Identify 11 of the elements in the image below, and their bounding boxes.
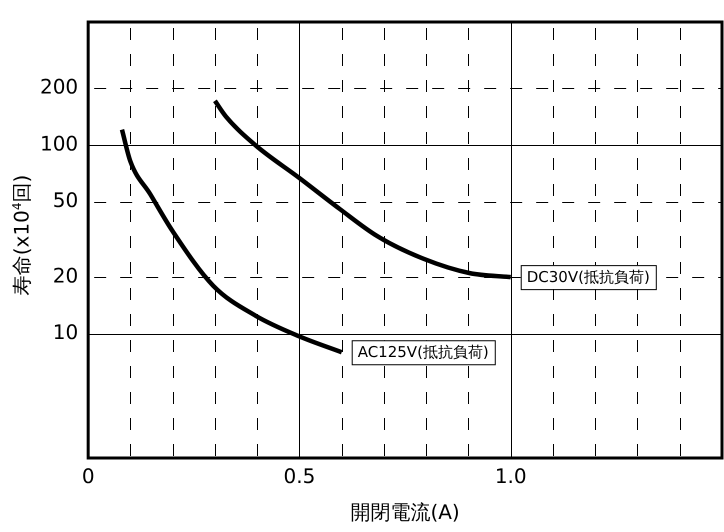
series-label: DC30V(抵抗負荷) [526, 268, 650, 286]
y-tick-label: 200 [40, 74, 78, 99]
y-tick-label: 10 [52, 320, 78, 344]
x-tick-label: 0.5 [284, 464, 316, 488]
series-label: AC125V(抵抗負荷) [358, 343, 489, 362]
x-tick-label: 1.0 [494, 464, 527, 488]
x-axis-title: 開閉電流(A) [350, 500, 460, 524]
y-tick-label: 20 [52, 263, 78, 288]
y-tick-label: 50 [52, 188, 78, 212]
y-tick-label: 100 [40, 131, 78, 156]
x-tick-label: 0 [82, 464, 95, 488]
